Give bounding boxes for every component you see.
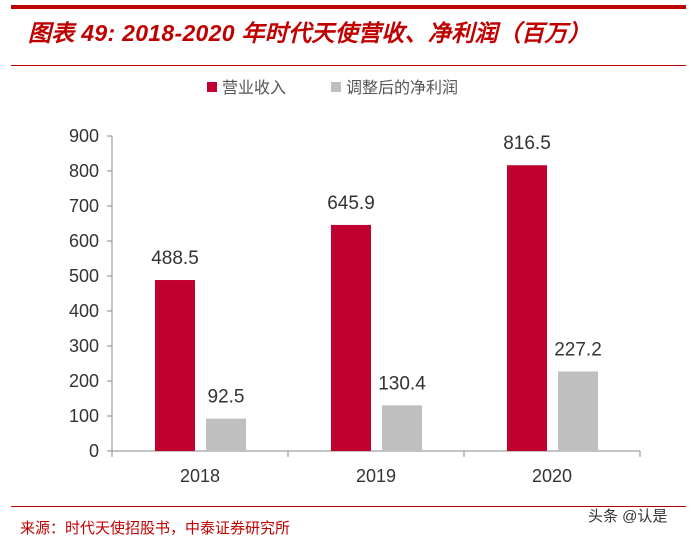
source-note: 来源：时代天使招股书，中泰证券研究所	[20, 519, 291, 537]
y-tick-label-6: 600	[69, 231, 99, 251]
legend-label-1: 调整后的净利润	[346, 78, 458, 97]
y-tick-label-1: 100	[69, 406, 99, 426]
watermark: 头条 @认是	[588, 508, 668, 525]
y-tick-label-5: 500	[69, 266, 99, 286]
x-tick-label-1: 2019	[356, 466, 396, 486]
x-tick-label-0: 2018	[180, 466, 220, 486]
legend-swatch-1	[331, 82, 341, 92]
bottom-rule	[11, 506, 686, 507]
y-tick-label-4: 400	[69, 301, 99, 321]
bar-1-1	[382, 405, 422, 451]
legend-label-0: 营业收入	[222, 78, 286, 97]
y-tick-label-3: 300	[69, 336, 99, 356]
chart-title: 图表 49: 2018-2020 年时代天使营收、净利润（百万）	[28, 20, 592, 46]
data-label-0-0: 488.5	[151, 248, 199, 269]
y-tick-label-7: 700	[69, 196, 99, 216]
data-label-0-2: 816.5	[503, 133, 551, 154]
bar-chart: 营业收入 调整后的净利润 0 100 200 300 400 500 600 700 800 900 2…	[69, 78, 641, 486]
bar-0-1	[331, 224, 371, 451]
y-tick-label-9: 900	[69, 126, 99, 146]
data-label-0-1: 645.9	[327, 193, 375, 214]
data-label-1-1: 130.4	[378, 373, 426, 394]
bar-0-0	[155, 280, 195, 451]
bar-0-2	[507, 165, 547, 451]
title-rule	[11, 65, 686, 66]
top-rule	[11, 5, 686, 9]
bar-1-2	[558, 371, 598, 451]
data-label-1-0: 92.5	[208, 387, 245, 408]
y-tick-label-0: 0	[89, 441, 99, 461]
y-tick-label-8: 800	[69, 161, 99, 181]
bar-1-0	[206, 418, 246, 451]
data-label-1-2: 227.2	[554, 339, 602, 360]
x-tick-label-2: 2020	[532, 466, 572, 486]
legend-swatch-0	[207, 82, 217, 92]
y-tick-label-2: 200	[69, 371, 99, 391]
